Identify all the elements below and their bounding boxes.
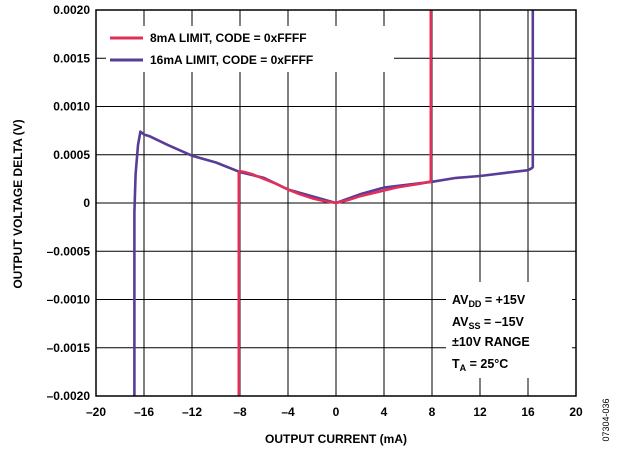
x-tick-label: –20 — [86, 405, 106, 419]
y-tick-label: 0.0010 — [53, 100, 90, 114]
y-tick-label: –0.0015 — [47, 341, 91, 355]
y-tick-label: 0.0005 — [53, 148, 90, 162]
x-tick-label: 0 — [333, 405, 340, 419]
x-tick-label: 20 — [569, 405, 583, 419]
y-tick-label: 0 — [83, 196, 90, 210]
y-tick-label: –0.0020 — [47, 389, 91, 403]
plot-frame — [95, 9, 577, 397]
x-tick-label: 8 — [429, 405, 436, 419]
series-layer — [133, 10, 535, 396]
figure-id: 07304-036 — [601, 398, 611, 441]
y-tick-label: –0.0005 — [47, 244, 91, 258]
legend-label-16ma: 16mA LIMIT, CODE = 0xFFFF — [150, 53, 313, 67]
annotation-avdd: AVDD = +15V — [452, 293, 526, 309]
annotation-range: ±10V RANGE — [452, 335, 530, 349]
x-tick-label: 4 — [381, 405, 388, 419]
y-tick-label: 0.0015 — [53, 51, 90, 65]
x-tick-label: –4 — [281, 405, 295, 419]
legend: 8mA LIMIT, CODE = 0xFFFF 16mA LIMIT, COD… — [106, 26, 394, 72]
x-tick-label: –8 — [233, 405, 247, 419]
x-tick-labels: –20 –16 –12 –8 –4 0 4 8 12 16 20 — [86, 405, 583, 419]
x-axis-label: OUTPUT CURRENT (mA) — [265, 432, 407, 446]
legend-label-8ma: 8mA LIMIT, CODE = 0xFFFF — [150, 31, 307, 45]
y-tick-labels: –0.0020 –0.0015 –0.0010 –0.0005 0 0.0005 0.001… — [47, 3, 91, 403]
x-tick-label: 16 — [521, 405, 535, 419]
x-tick-label: –16 — [134, 405, 154, 419]
y-tick-label: 0.0020 — [53, 3, 90, 17]
annotation-avss: AVSS = –15V — [452, 315, 525, 331]
x-tick-label: –12 — [182, 405, 202, 419]
y-axis-label: OUTPUT VOLTAGE DELTA (V) — [11, 119, 25, 288]
conditions-annotation: AVDD = +15V AVSS = –15V ±10V RANGE TA = … — [446, 282, 572, 378]
x-tick-label: 12 — [473, 405, 487, 419]
series-line-8ma — [237, 10, 433, 396]
annotation-temperature: TA = 25°C — [452, 357, 508, 373]
y-tick-label: –0.0010 — [47, 293, 91, 307]
